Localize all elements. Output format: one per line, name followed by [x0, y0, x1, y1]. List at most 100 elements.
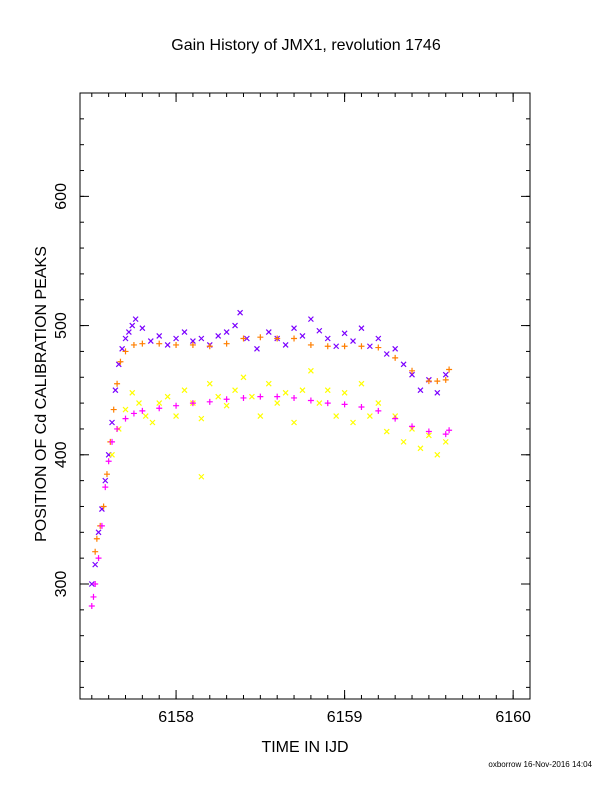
- data-point: [392, 415, 399, 422]
- data-point: [282, 342, 289, 348]
- data-point: [358, 343, 365, 350]
- data-point: [223, 340, 230, 347]
- data-point: [139, 325, 146, 332]
- y-tick-label: 500: [53, 312, 70, 339]
- data-point: [324, 400, 331, 407]
- data-point: [164, 342, 171, 348]
- data-point: [117, 358, 124, 365]
- data-point: [248, 393, 255, 400]
- data-point: [324, 387, 331, 394]
- data-point: [341, 330, 348, 337]
- data-point: [291, 394, 298, 401]
- data-point: [114, 425, 121, 432]
- data-point: [383, 351, 390, 357]
- data-point: [333, 343, 340, 350]
- data-point: [164, 393, 171, 400]
- data-point: [265, 329, 272, 335]
- data-point: [375, 344, 382, 351]
- data-point: [257, 334, 264, 341]
- data-point: [425, 432, 432, 439]
- data-point: [206, 380, 213, 387]
- data-point: [417, 445, 424, 452]
- data-point: [265, 380, 272, 387]
- data-point: [442, 438, 449, 445]
- y-tick-label: 600: [53, 183, 70, 210]
- data-point: [206, 343, 213, 350]
- data-point: [392, 354, 399, 361]
- data-point: [442, 431, 449, 438]
- data-point: [215, 332, 222, 339]
- data-point: [417, 387, 424, 394]
- data-point: [425, 378, 432, 385]
- data-point: [299, 387, 306, 394]
- data-point: [181, 329, 188, 335]
- data-point: [223, 329, 230, 335]
- data-point: [240, 394, 247, 401]
- data-point: [109, 451, 115, 458]
- data-point: [341, 401, 348, 408]
- plot-frame: [79, 92, 531, 700]
- data-point: [130, 341, 137, 348]
- data-point: [291, 335, 298, 342]
- data-point: [88, 602, 95, 609]
- data-point: [282, 389, 289, 396]
- data-point: [425, 428, 432, 435]
- data-point: [142, 413, 149, 419]
- data-point: [198, 415, 205, 422]
- data-point: [299, 332, 306, 339]
- data-point: [189, 341, 196, 348]
- data-point: [119, 345, 126, 352]
- data-point: [215, 393, 222, 400]
- data-point: [173, 341, 180, 348]
- data-point: [434, 389, 441, 396]
- data-point: [240, 335, 247, 342]
- data-point: [206, 398, 213, 405]
- data-point: [434, 378, 441, 385]
- data-point: [291, 419, 297, 426]
- data-point: [92, 561, 99, 568]
- data-point: [232, 387, 238, 394]
- data-point: [291, 325, 297, 332]
- data-point: [446, 427, 453, 434]
- data-point: [156, 405, 163, 412]
- data-point: [237, 309, 244, 316]
- data-point: [274, 393, 281, 400]
- data-point: [400, 438, 407, 445]
- data-point: [375, 335, 382, 342]
- data-point: [181, 387, 188, 394]
- data-point: [333, 413, 340, 419]
- data-point: [232, 322, 238, 329]
- data-point: [409, 371, 415, 378]
- data-point: [129, 322, 136, 329]
- data-point: [147, 338, 154, 345]
- data-point: [198, 335, 205, 342]
- data-point: [257, 413, 264, 419]
- data-point: [358, 380, 365, 387]
- data-point: [122, 348, 129, 355]
- data-point: [375, 400, 382, 407]
- data-point: [240, 374, 247, 381]
- data-point: [257, 393, 264, 400]
- data-point: [307, 341, 314, 348]
- data-point: [139, 340, 146, 347]
- data-point: [122, 415, 129, 422]
- data-point: [95, 529, 102, 536]
- data-point: [110, 406, 117, 413]
- data-point: [358, 325, 365, 332]
- y-tick-label: 400: [53, 441, 70, 468]
- data-point: [341, 343, 348, 350]
- data-point: [125, 329, 132, 335]
- data-point: [223, 396, 230, 403]
- data-point: [156, 340, 163, 347]
- data-point: [156, 400, 163, 407]
- y-axis-label: POSITION OF Cd CALIBRATION PEAKS: [33, 246, 50, 542]
- data-point: [442, 371, 449, 378]
- data-point: [383, 428, 390, 435]
- data-point: [100, 503, 107, 510]
- data-point: [122, 406, 129, 413]
- data-point: [105, 458, 112, 465]
- data-point: [409, 423, 416, 430]
- data-point: [173, 335, 179, 342]
- data-point: [149, 419, 156, 426]
- data-point: [130, 410, 137, 417]
